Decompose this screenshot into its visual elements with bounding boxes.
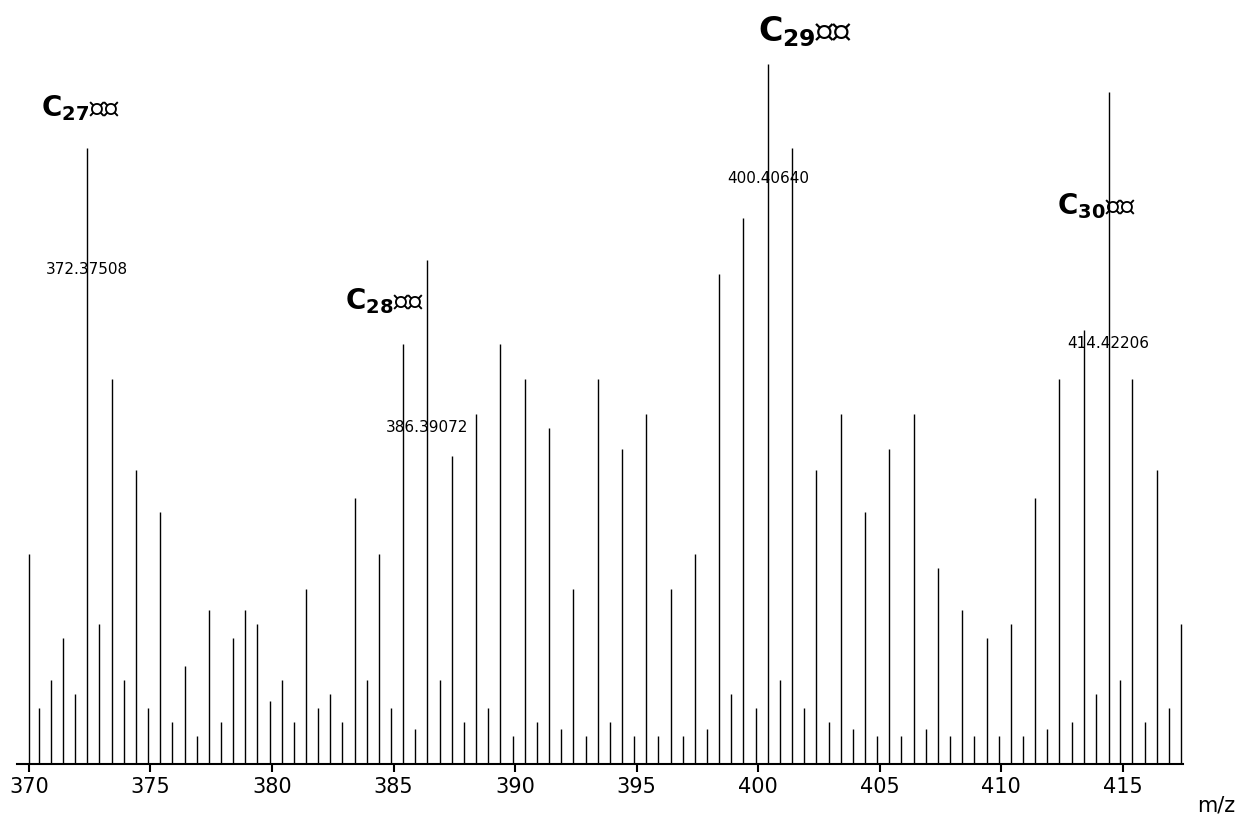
Text: $\mathbf{C_{28}}$甾烷: $\mathbf{C_{28}}$甾烷 xyxy=(345,286,424,315)
Text: 386.39072: 386.39072 xyxy=(386,420,469,434)
Text: $\mathbf{C_{30}}$甾烷: $\mathbf{C_{30}}$甾烷 xyxy=(1056,192,1136,222)
Text: 414.42206: 414.42206 xyxy=(1068,336,1149,350)
Text: 400.40640: 400.40640 xyxy=(727,171,808,187)
Text: $\mathbf{C_{29}}$甾烷: $\mathbf{C_{29}}$甾烷 xyxy=(758,14,852,49)
Text: 372.37508: 372.37508 xyxy=(46,262,128,277)
Text: $\mathbf{C_{27}}$甾烷: $\mathbf{C_{27}}$甾烷 xyxy=(41,94,120,123)
Text: m/z: m/z xyxy=(1198,795,1235,815)
